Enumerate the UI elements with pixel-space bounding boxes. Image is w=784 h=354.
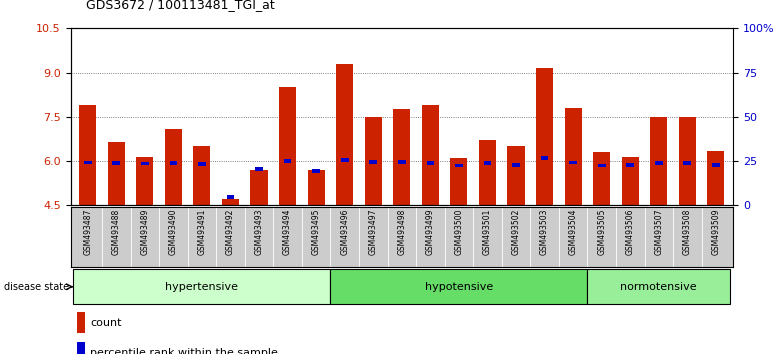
Bar [250, 170, 267, 205]
Text: GSM493497: GSM493497 [368, 209, 378, 255]
Bar [74, 269, 330, 304]
Bar [564, 108, 582, 205]
Bar [279, 87, 296, 205]
Text: GSM493508: GSM493508 [683, 209, 691, 255]
Bar [336, 64, 354, 205]
Bar [365, 117, 382, 205]
Bar [369, 160, 377, 164]
Text: GSM493502: GSM493502 [511, 209, 521, 255]
Bar [284, 159, 292, 163]
Bar [450, 158, 467, 205]
Bar [650, 117, 667, 205]
Bar [84, 161, 92, 165]
Bar [707, 151, 724, 205]
Bar [536, 68, 554, 205]
Bar [684, 161, 691, 165]
Text: GSM493490: GSM493490 [169, 209, 178, 255]
Bar [507, 146, 524, 205]
Text: GSM493492: GSM493492 [226, 209, 235, 255]
Bar [593, 152, 610, 205]
Bar [626, 163, 634, 167]
Text: GSM493500: GSM493500 [455, 209, 463, 255]
Bar [227, 195, 234, 199]
Text: GSM493493: GSM493493 [255, 209, 263, 255]
Bar [655, 161, 662, 165]
Bar [222, 199, 239, 205]
Bar [479, 141, 496, 205]
Bar [107, 142, 125, 205]
Text: GSM493491: GSM493491 [198, 209, 206, 255]
Text: GSM493499: GSM493499 [426, 209, 435, 255]
Bar [512, 163, 520, 167]
Bar [422, 105, 439, 205]
Text: GSM493494: GSM493494 [283, 209, 292, 255]
Bar [112, 161, 120, 165]
Text: GSM493495: GSM493495 [311, 209, 321, 255]
Text: GSM493504: GSM493504 [568, 209, 578, 255]
Bar [341, 158, 349, 161]
Bar [194, 146, 210, 205]
Text: hypotensive: hypotensive [425, 282, 493, 292]
Text: percentile rank within the sample: percentile rank within the sample [90, 348, 278, 354]
Bar [426, 161, 434, 165]
Text: GSM493505: GSM493505 [597, 209, 606, 255]
Bar [569, 161, 577, 165]
Text: GSM493503: GSM493503 [540, 209, 549, 255]
Bar [330, 269, 587, 304]
Bar [455, 164, 463, 167]
Bar [77, 342, 85, 354]
Text: GSM493488: GSM493488 [112, 209, 121, 255]
Text: GDS3672 / 100113481_TGI_at: GDS3672 / 100113481_TGI_at [86, 0, 275, 11]
Bar [541, 156, 549, 160]
Text: GSM493501: GSM493501 [483, 209, 492, 255]
Bar [312, 170, 320, 173]
Text: GSM493506: GSM493506 [626, 209, 635, 255]
Bar [136, 156, 154, 205]
Text: GSM493487: GSM493487 [83, 209, 93, 255]
Bar [598, 164, 605, 167]
Bar [255, 167, 263, 171]
Bar [198, 162, 205, 166]
Text: disease state: disease state [4, 282, 69, 292]
Bar [169, 161, 177, 165]
Text: GSM493496: GSM493496 [340, 209, 349, 255]
Bar [307, 170, 325, 205]
Text: count: count [90, 318, 122, 328]
Text: hypertensive: hypertensive [165, 282, 238, 292]
Bar [712, 163, 720, 166]
Text: GSM493489: GSM493489 [140, 209, 149, 255]
Text: GSM493509: GSM493509 [711, 209, 720, 255]
Bar [165, 129, 182, 205]
Bar [622, 156, 639, 205]
Bar [398, 160, 405, 164]
Bar [141, 161, 149, 165]
Bar [587, 269, 730, 304]
Bar [77, 312, 85, 333]
Bar [394, 109, 410, 205]
Bar [79, 105, 96, 205]
Text: normotensive: normotensive [620, 282, 697, 292]
Bar [484, 161, 492, 165]
Text: GSM493498: GSM493498 [397, 209, 406, 255]
Bar [679, 117, 696, 205]
Text: GSM493507: GSM493507 [655, 209, 663, 255]
